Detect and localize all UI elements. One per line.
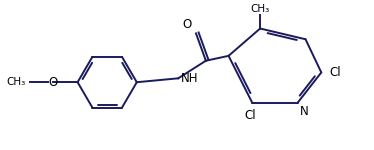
Text: O: O [183,18,192,32]
Text: N: N [300,105,308,118]
Text: Cl: Cl [245,109,256,122]
Text: O: O [48,76,58,89]
Text: CH₃: CH₃ [251,4,270,14]
Text: CH₃: CH₃ [6,77,25,87]
Text: NH: NH [181,72,199,85]
Text: Cl: Cl [329,66,341,79]
